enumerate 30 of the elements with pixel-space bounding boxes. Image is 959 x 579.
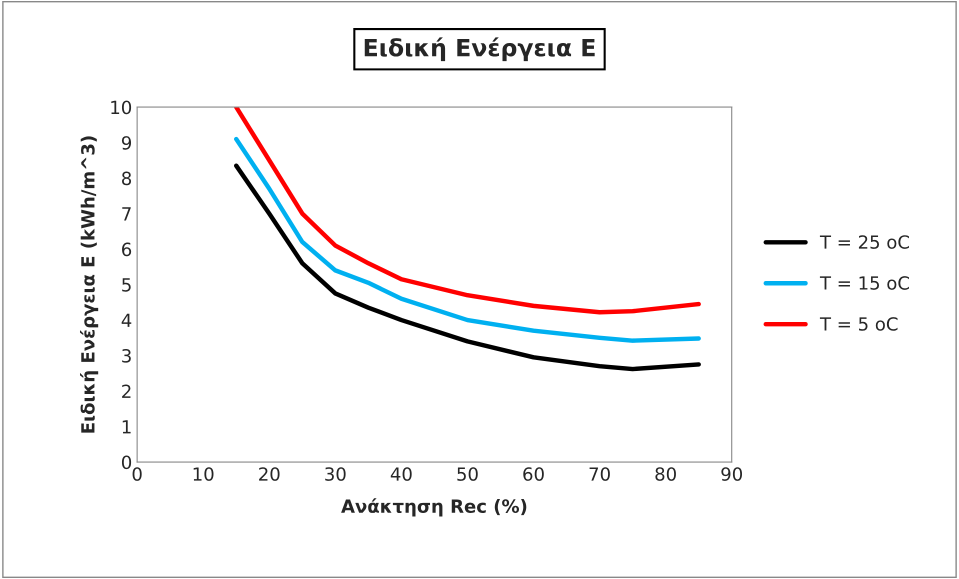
x-tick-label: 20 xyxy=(259,467,280,481)
legend-label: T = 15 oC xyxy=(820,276,909,290)
x-tick-label: 0 xyxy=(132,467,142,481)
y-tick-label: 4 xyxy=(122,314,132,327)
x-tick-label: 70 xyxy=(590,467,610,481)
y-tick-label: 1 xyxy=(122,420,131,434)
x-tick-label: 30 xyxy=(325,467,346,481)
line-series xyxy=(234,107,701,314)
chart-title: Ειδική Ενέργεια Ε xyxy=(364,37,595,62)
y-tick-label: 2 xyxy=(122,384,130,398)
line-series xyxy=(234,163,701,372)
y-tick-label: 0 xyxy=(122,456,132,470)
y-tick-label: 3 xyxy=(122,349,131,363)
y-tick-label: 10 xyxy=(111,100,132,114)
x-tick-label: 10 xyxy=(194,467,214,481)
x-axis-title: Ανάκτηση Rec (%) xyxy=(341,498,526,516)
y-tick-label: 9 xyxy=(122,136,132,150)
y-tick-label: 5 xyxy=(122,278,131,292)
x-tick-label: 50 xyxy=(457,467,478,481)
x-tick-label: 40 xyxy=(390,467,412,481)
y-tick-label: 8 xyxy=(122,172,132,186)
y-tick-label: 6 xyxy=(122,242,132,256)
y-axis-title: Ειδική Ενέργεια Ε (kWh/m^3) xyxy=(80,136,98,433)
line-series xyxy=(234,136,701,343)
y-tick-label: 7 xyxy=(122,207,131,220)
x-tick-label: 80 xyxy=(655,467,676,481)
x-tick-label: 90 xyxy=(721,467,742,481)
legend-label: T = 5 oC xyxy=(820,317,898,331)
x-tick-label: 60 xyxy=(523,467,544,481)
legend-label: T = 25 oC xyxy=(820,235,909,249)
